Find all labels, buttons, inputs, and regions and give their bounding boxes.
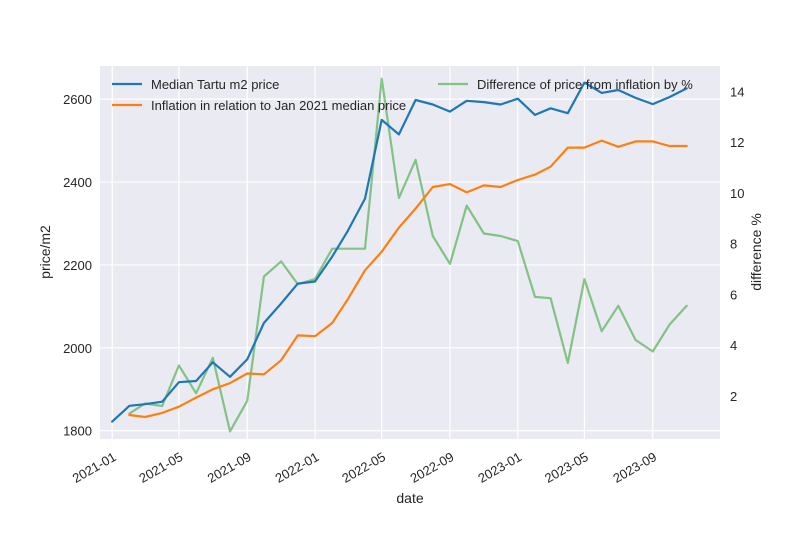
y2-tick-label: 6 (730, 287, 737, 302)
x-axis-label: date (396, 490, 423, 506)
series-layer (111, 77, 688, 433)
legend: Median Tartu m2 price Inflation in relati… (112, 77, 693, 113)
series-line-2 (128, 139, 688, 419)
y2-tick-label: 2 (730, 389, 737, 404)
y2-tick-label: 4 (730, 338, 737, 353)
x-tick-label: 2021-01 (70, 449, 119, 486)
y2-axis-label: difference % (748, 213, 764, 291)
x-tick-label: 2022-09 (408, 449, 457, 486)
x-tick-label: 2023-09 (610, 449, 659, 486)
x-tick-label: 2022-05 (339, 449, 388, 486)
y-tick-label: 2400 (63, 175, 92, 190)
left-axis-ticks: 1800 2000 2200 2400 2600 (63, 92, 92, 439)
y2-tick-label: 14 (730, 84, 744, 99)
y2-tick-label: 12 (730, 135, 744, 150)
y-tick-label: 2200 (63, 258, 92, 273)
right-axis-ticks: 2 4 6 8 10 12 14 (730, 84, 744, 403)
gridlines (100, 66, 720, 439)
y-tick-label: 1800 (63, 424, 92, 439)
x-tick-label: 2021-09 (205, 449, 254, 486)
y2-tick-label: 10 (730, 186, 744, 201)
series-line-1 (111, 81, 688, 423)
legend-label-2: Inflation in relation to Jan 2021 median… (151, 98, 406, 113)
x-tick-label: 2021-05 (136, 449, 185, 486)
y-axis-label: price/m2 (37, 225, 53, 279)
y-tick-label: 2600 (63, 92, 92, 107)
x-tick-label: 2023-05 (542, 449, 591, 486)
x-tick-label: 2023-01 (475, 449, 524, 486)
legend-label-3: Difference of price from inflation by % (477, 77, 693, 92)
y-tick-label: 2000 (63, 341, 92, 356)
x-axis-ticks: 2021-01 2021-05 2021-09 2022-01 2022-05 2022-… (70, 449, 659, 486)
x-tick-label: 2022-01 (273, 449, 322, 486)
y2-tick-label: 8 (730, 237, 737, 252)
legend-label-1: Median Tartu m2 price (151, 77, 279, 92)
series-line-3 (128, 77, 688, 433)
plot-background (100, 66, 720, 439)
